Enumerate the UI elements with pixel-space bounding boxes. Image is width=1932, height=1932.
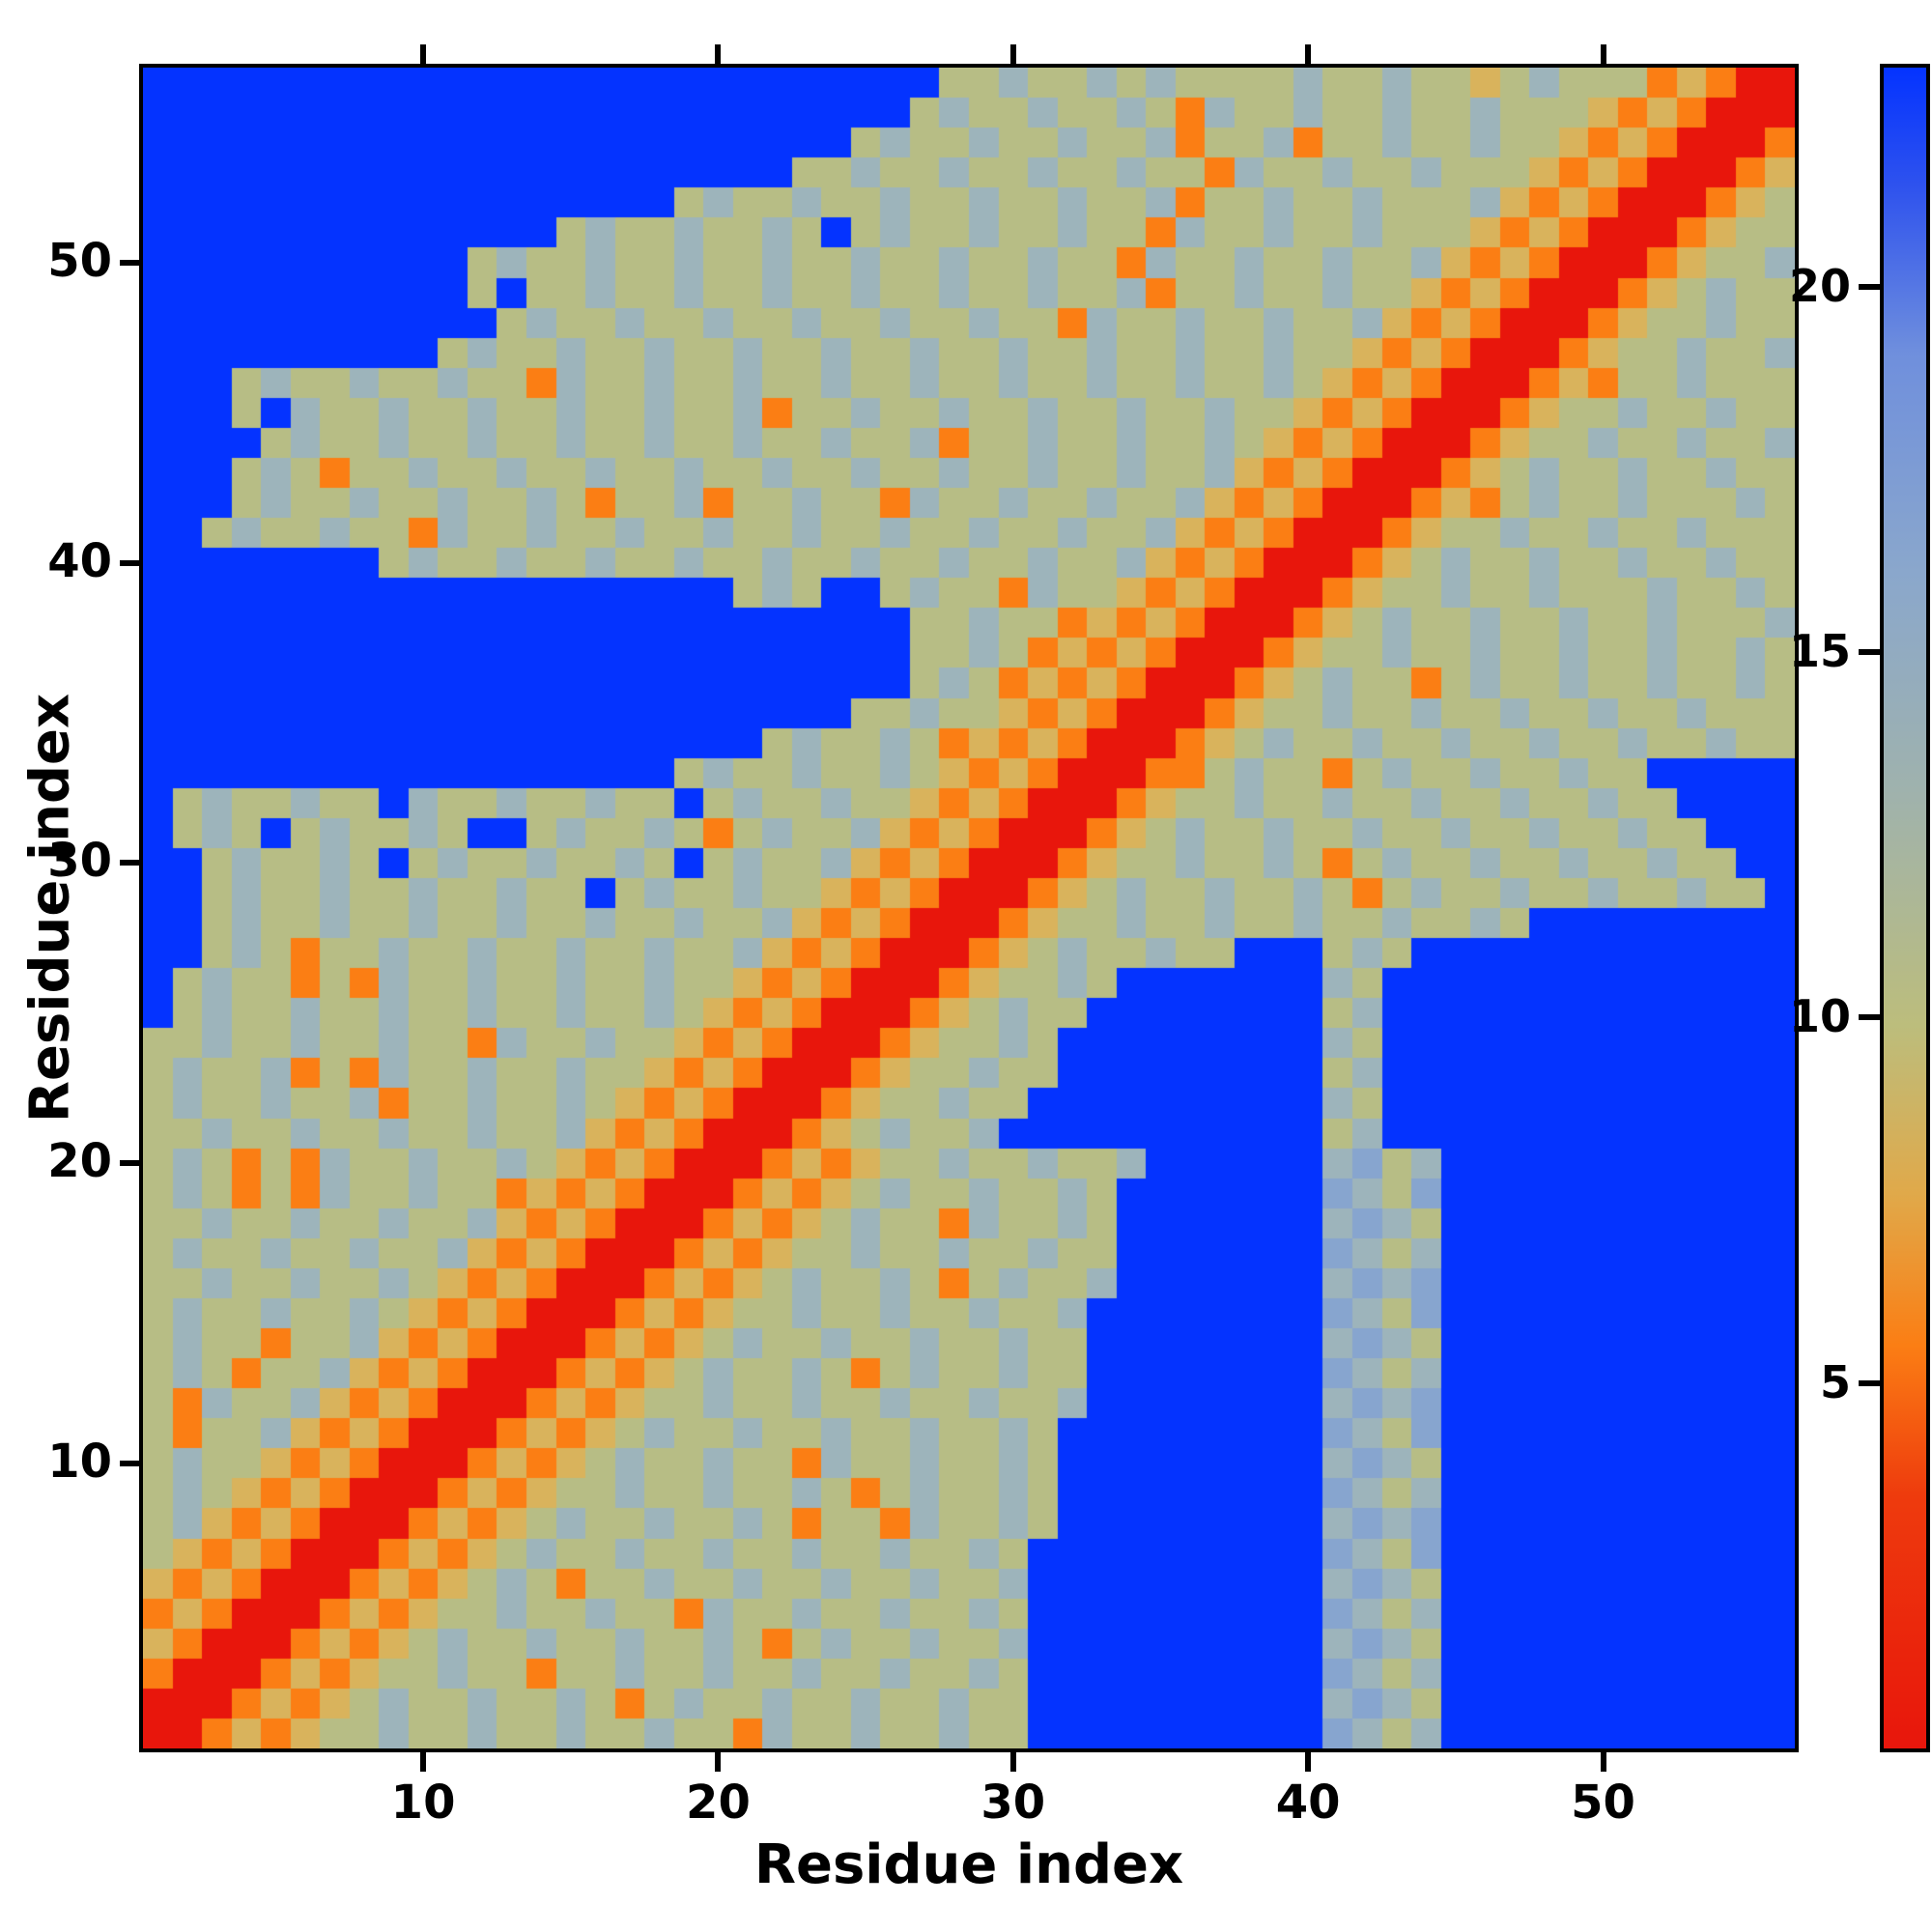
x-tick-label: 10 [390,1776,456,1830]
colorbar-frame [1880,64,1930,1752]
colorbar-tick-mark [1859,649,1880,656]
y-tick-label: 30 [47,834,112,889]
colorbar-tick-label: 10 [1788,990,1851,1043]
x-axis-top-tick-mark [420,44,427,68]
colorbar-tick-mark [1859,1379,1880,1386]
x-axis-top-tick-mark [1009,44,1016,68]
y-axis-tick-mark [120,259,143,266]
x-axis-top-tick-mark [1305,44,1312,68]
y-axis-tick-mark [120,860,143,867]
x-tick-label: 50 [1571,1776,1635,1830]
x-axis-top-tick-mark [1600,44,1606,68]
colorbar-tick-mark [1859,283,1880,290]
x-axis-tick-mark [1305,1748,1312,1772]
y-axis-tick-mark [120,1460,143,1466]
y-axis-tick-mark [120,559,143,566]
x-axis-tick-mark [420,1748,427,1772]
x-tick-label: 40 [1275,1776,1341,1830]
y-tick-label: 10 [47,1434,112,1489]
colorbar-tick-label: 5 [1819,1355,1851,1408]
x-tick-label: 20 [686,1776,751,1830]
colorbar-tick-mark [1859,1014,1880,1021]
y-axis-title: Residue index [18,693,82,1123]
colorbar-tick-label: 15 [1788,625,1851,678]
y-tick-label: 50 [47,233,112,288]
y-tick-label: 20 [47,1134,112,1189]
x-axis-tick-mark [1009,1748,1016,1772]
y-tick-label: 40 [47,533,112,588]
x-axis-tick-mark [1600,1748,1606,1772]
x-tick-label: 30 [980,1776,1046,1830]
y-axis-tick-mark [120,1160,143,1167]
x-axis-title: Residue index [753,1833,1184,1896]
heatmap-canvas [143,68,1795,1748]
colorbar-tick-label: 20 [1788,259,1851,312]
colorbar-gradient [1884,68,1926,1748]
x-axis-tick-mark [715,1748,722,1772]
x-axis-top-tick-mark [715,44,722,68]
